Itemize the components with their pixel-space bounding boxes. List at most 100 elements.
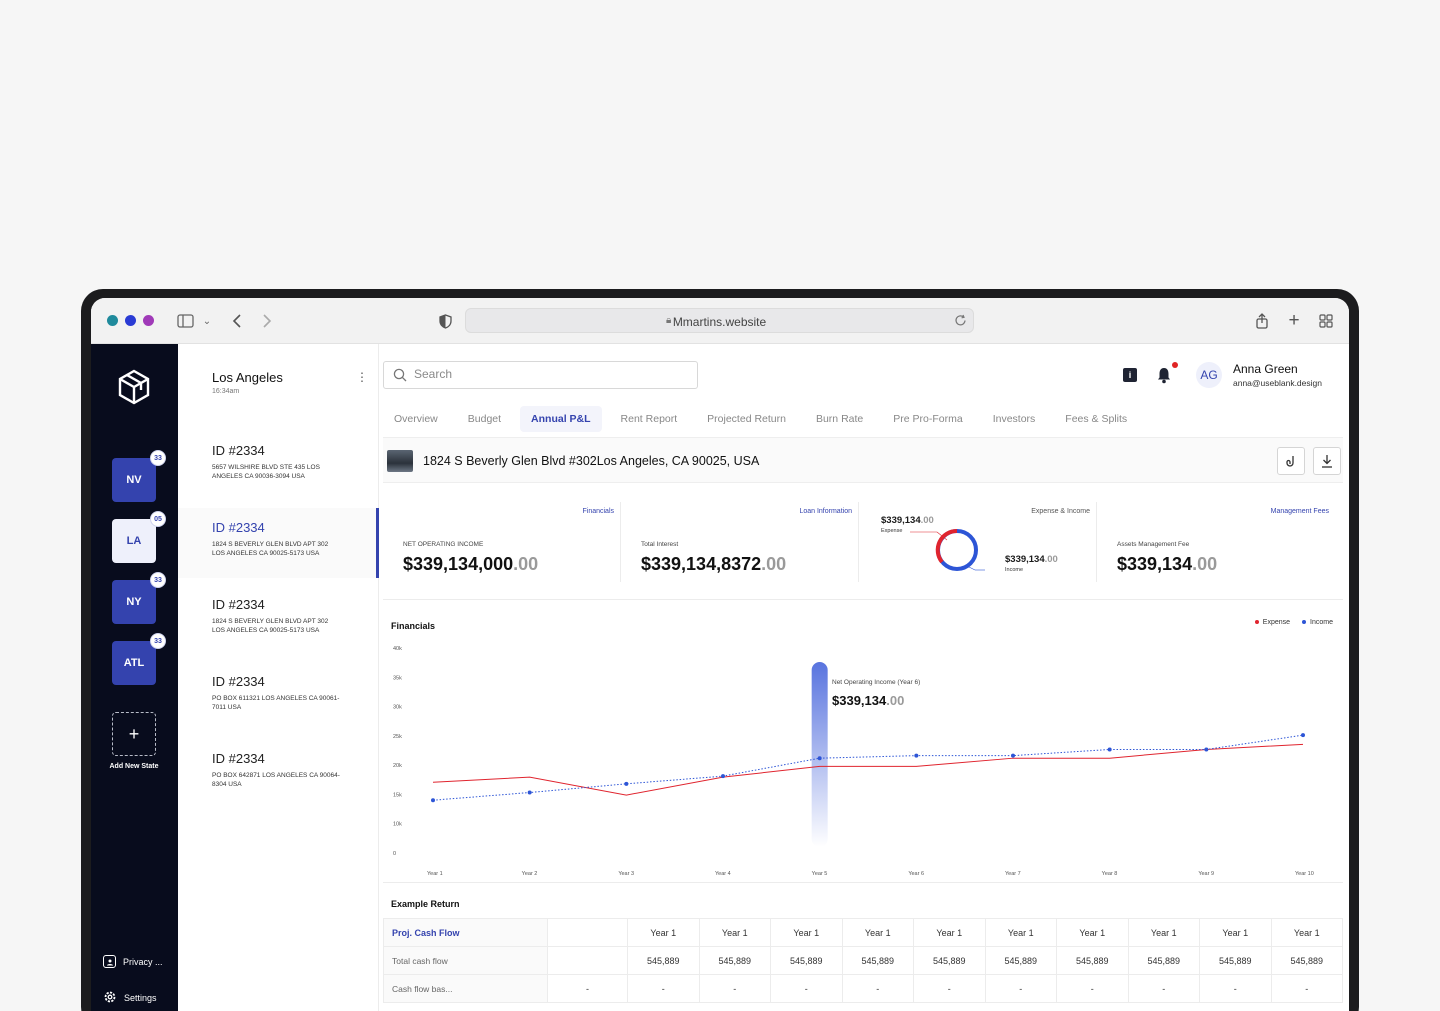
back-icon[interactable] — [227, 311, 247, 331]
row-label: Total cash flow — [383, 946, 548, 975]
kpi-tag[interactable]: Financials — [582, 508, 614, 515]
forward-icon[interactable] — [257, 311, 277, 331]
table-header-label[interactable]: Proj. Cash Flow — [383, 918, 548, 947]
table-cell: 545,889 — [1056, 946, 1129, 975]
attach-button[interactable] — [1277, 447, 1305, 475]
legend-income[interactable]: Income — [1302, 619, 1333, 626]
state-tile-la[interactable]: LA 05 — [112, 511, 166, 563]
app-logo[interactable] — [115, 368, 153, 406]
browser-window: ⌄ 🔒︎ Mmartins.website + — [91, 298, 1349, 1011]
property-id: ID #2334 — [212, 751, 265, 766]
avatar[interactable]: AG — [1196, 362, 1222, 388]
list-item[interactable]: ID #2334 1824 S BEVERLY GLEN BLVD APT 30… — [178, 585, 379, 655]
new-tab-icon[interactable]: + — [1288, 310, 1300, 331]
shield-icon[interactable] — [435, 311, 455, 331]
state-badge: 05 — [150, 511, 166, 527]
data-point-income — [1204, 747, 1209, 752]
list-item[interactable]: ID #2334 PO BOX 642871 LOS ANGELES CA 90… — [178, 739, 379, 809]
info-icon[interactable]: i — [1123, 368, 1137, 382]
add-state-button[interactable]: + — [112, 712, 156, 756]
state-tile-atl[interactable]: ATL 33 — [112, 633, 166, 685]
kpi-tag[interactable]: Loan Information — [799, 508, 852, 515]
download-button[interactable] — [1313, 447, 1341, 475]
expense-value: $339,134.00 — [881, 515, 934, 526]
list-item[interactable]: ID #2334 5657 WILSHIRE BLVD STE 435 LOS … — [178, 431, 379, 501]
legend-expense[interactable]: Expense — [1254, 619, 1291, 626]
property-address-title: 1824 S Beverly Glen Blvd #302Los Angeles… — [423, 454, 760, 468]
state-tile-ny[interactable]: NY 33 — [112, 572, 166, 624]
chevron-down-icon[interactable]: ⌄ — [202, 315, 212, 327]
income-value-cents: .00 — [1044, 554, 1058, 565]
share-icon[interactable] — [1252, 311, 1272, 331]
tab-annual-pl[interactable]: Annual P&L — [520, 406, 602, 432]
kpi-value-cents: .00 — [761, 554, 787, 574]
x-tick-label: Year 9 — [1198, 871, 1214, 877]
y-tick-label: 20k — [393, 763, 402, 769]
table-cell: 545,889 — [1270, 946, 1343, 975]
tooltip-value-cents: .00 — [886, 693, 905, 708]
y-tick-label: 35k — [393, 675, 402, 681]
kpi-tag[interactable]: Management Fees — [1270, 508, 1329, 515]
tab-budget[interactable]: Budget — [467, 413, 502, 425]
property-list-panel: Los Angeles 16:34am ⋮ ID #2334 5657 WILS… — [178, 344, 379, 1011]
tab-fees-splits[interactable]: Fees & Splits — [1065, 413, 1128, 425]
privacy-label: Privacy ... — [123, 956, 163, 967]
list-time: 16:34am — [212, 388, 240, 395]
return-table: Proj. Cash Flow Year 1 Year 1 Year 1 Yea… — [383, 918, 1343, 1003]
property-thumbnail[interactable] — [387, 450, 413, 472]
list-item[interactable]: ID #2334 1824 S BEVERLY GLEN BLVD APT 30… — [178, 508, 379, 578]
table-cell: 545,889 — [698, 946, 771, 975]
search-input[interactable] — [414, 367, 684, 381]
window-dot-2[interactable] — [125, 315, 136, 326]
tab-investors[interactable]: Investors — [992, 413, 1036, 425]
y-tick-label: 40k — [393, 646, 402, 652]
property-address: PO BOX 642871 LOS ANGELES CA 90064-8304 … — [212, 772, 340, 788]
data-point-income — [527, 790, 532, 795]
settings-label: Settings — [124, 993, 157, 1003]
state-tile-nv[interactable]: NV 33 — [112, 450, 166, 502]
reload-icon[interactable] — [954, 314, 967, 332]
x-tick-label: Year 1 — [427, 871, 443, 877]
privacy-link[interactable]: Privacy ... — [103, 955, 163, 968]
tooltip-label: Net Operating Income (Year 6) — [832, 679, 921, 686]
row-label: Cash flow bas... — [383, 974, 548, 1003]
add-state-label: Add New State — [109, 763, 159, 770]
kpi-row: Financials NET OPERATING INCOME $339,134… — [383, 502, 1343, 586]
legend-expense-label: Expense — [1262, 619, 1291, 626]
tab-projected-return[interactable]: Projected Return — [707, 413, 786, 425]
kpi-label: Assets Management Fee — [1117, 541, 1190, 548]
window-dot-1[interactable] — [107, 315, 118, 326]
attach-icon — [1286, 456, 1294, 467]
state-code: NV — [126, 474, 142, 486]
property-id: ID #2334 — [212, 520, 265, 535]
x-tick-label: Year 6 — [908, 871, 924, 877]
x-tick-label: Year 3 — [618, 871, 634, 877]
window-dot-3[interactable] — [143, 315, 154, 326]
tab-overview-icon[interactable] — [1316, 311, 1336, 331]
sidebar-toggle-icon[interactable] — [175, 311, 195, 331]
list-item[interactable]: ID #2334 PO BOX 611321 LOS ANGELES CA 90… — [178, 662, 379, 732]
series-line-income — [432, 734, 1304, 801]
browser-toolbar: ⌄ 🔒︎ Mmartins.website + — [91, 298, 1349, 344]
lock-icon: 🔒︎ — [666, 315, 672, 326]
user-name[interactable]: Anna Green — [1233, 362, 1298, 376]
table-cell: - — [547, 974, 628, 1003]
table-column-header: Year 1 — [698, 918, 771, 947]
data-point-income — [1107, 747, 1112, 752]
bell-icon[interactable] — [1156, 366, 1172, 384]
tab-burn-rate[interactable]: Burn Rate — [815, 413, 864, 425]
table-column-header: Year 1 — [984, 918, 1057, 947]
settings-link[interactable]: Settings — [103, 990, 157, 1006]
tab-overview[interactable]: Overview — [394, 413, 438, 425]
table-column-header: Year 1 — [1270, 918, 1343, 947]
search-box — [383, 361, 698, 389]
table-row: Cash flow bas... - - - - - - - - - - - — [383, 974, 1343, 1003]
table-cell: - — [1199, 974, 1272, 1003]
data-point-income — [624, 781, 629, 786]
tab-pre-pro-forma[interactable]: Pre Pro-Forma — [893, 413, 963, 425]
table-column-header: Year 1 — [770, 918, 843, 947]
state-code: ATL — [123, 657, 145, 669]
address-bar[interactable]: 🔒︎ Mmartins.website — [465, 308, 974, 333]
more-options-icon[interactable]: ⋮ — [356, 370, 368, 384]
tab-rent-report[interactable]: Rent Report — [620, 413, 678, 425]
